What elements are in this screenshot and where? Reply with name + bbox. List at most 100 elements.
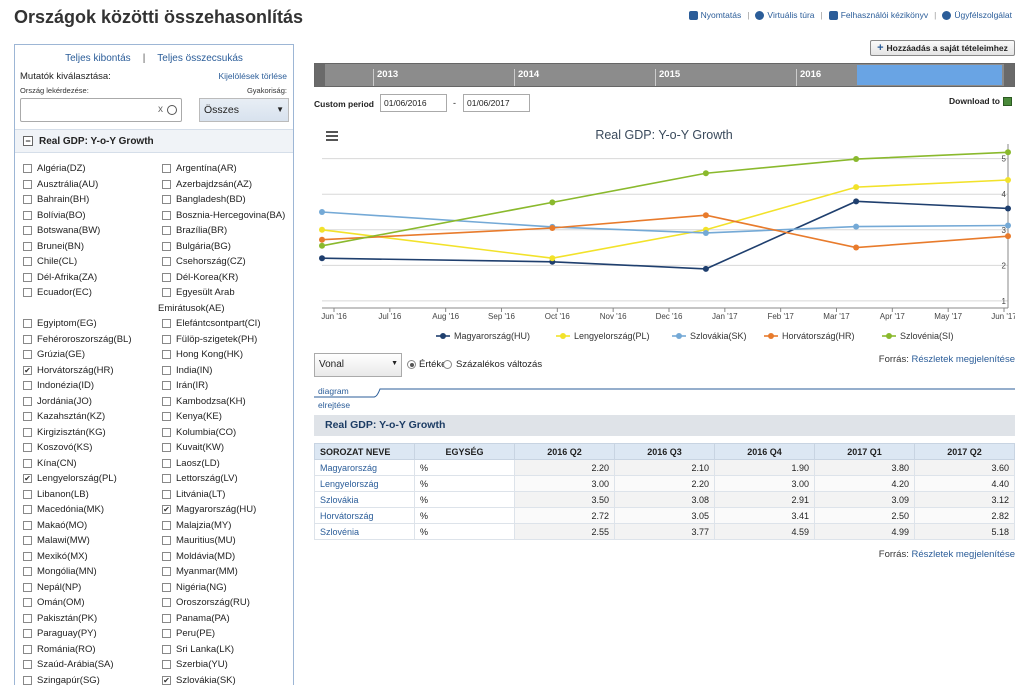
country-label[interactable]: Irán(IR)	[176, 380, 209, 391]
country-label[interactable]: Moldávia(MD)	[176, 550, 236, 562]
country-checkbox[interactable]	[23, 489, 32, 499]
country-checkbox[interactable]	[162, 226, 171, 235]
country-checkbox[interactable]	[162, 536, 171, 545]
country-checkbox[interactable]	[23, 257, 32, 266]
country-checkbox[interactable]	[23, 551, 32, 561]
percent-change-radio[interactable]	[443, 360, 452, 369]
country-checkbox[interactable]	[162, 551, 171, 561]
timeline-slider[interactable]: 2013 2014 2015 2016	[314, 63, 1015, 87]
collapse-all-link[interactable]: Teljes összecsukás	[157, 53, 243, 64]
country-label[interactable]: Hong Kong(HK)	[176, 349, 244, 360]
data-point[interactable]	[549, 199, 556, 206]
virtual-tour-link[interactable]: Virtuális túra	[755, 10, 815, 20]
country-label[interactable]: Románia(RO)	[37, 643, 96, 655]
country-checkbox[interactable]	[23, 164, 32, 173]
country-label[interactable]: Bahrain(BH)	[37, 194, 90, 205]
country-label[interactable]: Szerbia(YU)	[176, 659, 228, 670]
chart-menu-icon[interactable]	[326, 131, 338, 141]
country-checkbox[interactable]	[23, 675, 32, 685]
data-point[interactable]	[1005, 177, 1011, 183]
country-label[interactable]: Pakisztán(PK)	[37, 612, 98, 624]
country-label[interactable]: Panama(PA)	[176, 612, 230, 624]
country-label[interactable]: Algéria(DZ)	[37, 163, 86, 174]
country-checkbox[interactable]	[162, 598, 171, 607]
country-label[interactable]: Azerbajdzsán(AZ)	[176, 178, 253, 190]
country-label[interactable]: Argentína(AR)	[176, 163, 237, 174]
country-search-input[interactable]: x	[20, 98, 182, 122]
country-label[interactable]: Egyesült Arab	[176, 287, 235, 298]
country-label[interactable]: Csehország(CZ)	[176, 256, 246, 267]
country-checkbox[interactable]	[162, 458, 171, 468]
country-checkbox[interactable]	[23, 334, 32, 344]
country-checkbox[interactable]	[162, 381, 171, 390]
tab-diagram[interactable]: diagram	[318, 386, 349, 396]
chart-type-select[interactable]: Vonal ▼	[314, 353, 402, 377]
show-details-link[interactable]: Részletek megjelenítése	[911, 354, 1016, 365]
country-checkbox[interactable]	[162, 396, 171, 406]
country-checkbox[interactable]	[23, 520, 32, 530]
data-point[interactable]	[319, 242, 325, 249]
country-label[interactable]: Grúzia(GE)	[37, 349, 86, 360]
country-label[interactable]: Dél-Afrika(ZA)	[37, 271, 98, 283]
country-checkbox[interactable]	[162, 520, 171, 530]
country-label[interactable]: Chile(CL)	[37, 256, 78, 267]
country-label[interactable]: Sri Lanka(LK)	[176, 643, 235, 655]
country-label[interactable]: Oroszország(RU)	[176, 597, 250, 608]
support-link[interactable]: Ügyfélszolgálat	[942, 10, 1012, 20]
expand-all-link[interactable]: Teljes kibontás	[65, 53, 131, 64]
country-label[interactable]: India(IN)	[176, 364, 213, 376]
data-point[interactable]	[1005, 149, 1011, 156]
country-label[interactable]: Ecuador(EC)	[37, 287, 92, 298]
country-label[interactable]: Bulgária(BG)	[176, 240, 231, 252]
country-label[interactable]: Lengyelország(PL)	[37, 473, 117, 484]
country-label[interactable]: Botswana(BW)	[37, 225, 101, 236]
country-checkbox[interactable]	[162, 350, 171, 359]
legend-item[interactable]: Szlovákia(SK)	[690, 331, 747, 341]
country-label[interactable]: Bosznia-Hercegovina(BA)	[176, 209, 286, 221]
timeline-scroll-right[interactable]	[1004, 64, 1014, 86]
country-label[interactable]: Kambodzsa(KH)	[176, 395, 246, 407]
data-point[interactable]	[853, 156, 860, 163]
legend-item[interactable]: Magyarország(HU)	[454, 331, 530, 341]
country-label[interactable]: Paraguay(PY)	[37, 628, 97, 639]
data-point[interactable]	[853, 184, 860, 191]
legend-item[interactable]: Lengyelország(PL)	[574, 331, 650, 341]
data-point[interactable]	[702, 265, 709, 272]
country-checkbox[interactable]	[23, 179, 32, 189]
data-point[interactable]	[702, 229, 709, 236]
country-label[interactable]: Elefántcsontpart(CI)	[176, 318, 261, 329]
country-checkbox[interactable]	[23, 381, 32, 390]
date-from-input[interactable]: 01/06/2016	[380, 94, 447, 112]
country-checkbox[interactable]	[23, 505, 32, 514]
country-label[interactable]: Indonézia(ID)	[37, 380, 95, 391]
country-checkbox[interactable]	[23, 210, 32, 220]
country-checkbox[interactable]	[162, 443, 171, 452]
country-label[interactable]: Jordánia(JO)	[37, 395, 92, 407]
country-checkbox[interactable]	[162, 164, 171, 173]
print-link[interactable]: Nyomtatás	[688, 10, 741, 20]
country-checkbox[interactable]: ✔	[162, 675, 171, 685]
country-checkbox[interactable]	[23, 350, 32, 359]
country-checkbox[interactable]	[23, 567, 32, 576]
country-label[interactable]: Myanmar(MM)	[176, 566, 238, 577]
download-link[interactable]: Download to	[949, 96, 1012, 106]
country-checkbox[interactable]	[23, 458, 32, 468]
series-name-link[interactable]: Szlovákia	[314, 491, 415, 508]
country-checkbox[interactable]: ✔	[23, 365, 32, 375]
country-label[interactable]: Kolumbia(CO)	[176, 426, 237, 438]
country-checkbox[interactable]	[23, 319, 32, 328]
country-label[interactable]: Lettország(LV)	[176, 473, 238, 484]
country-label[interactable]: Brazília(BR)	[176, 225, 228, 236]
country-checkbox[interactable]	[162, 489, 171, 499]
country-checkbox[interactable]	[23, 443, 32, 452]
timeline-scroll-left[interactable]	[315, 64, 325, 86]
country-label[interactable]: Fülöp-szigetek(PH)	[176, 333, 258, 345]
show-details-link[interactable]: Részletek megjelenítése	[911, 549, 1016, 560]
series-name-link[interactable]: Magyarország	[314, 459, 415, 476]
country-checkbox[interactable]	[162, 210, 171, 220]
legend-item[interactable]: Szlovénia(SI)	[900, 331, 954, 341]
country-checkbox[interactable]	[162, 365, 171, 375]
timeline-selection[interactable]	[857, 65, 1002, 85]
data-point[interactable]	[1005, 205, 1011, 212]
series-name-link[interactable]: Szlovénia	[314, 523, 415, 540]
